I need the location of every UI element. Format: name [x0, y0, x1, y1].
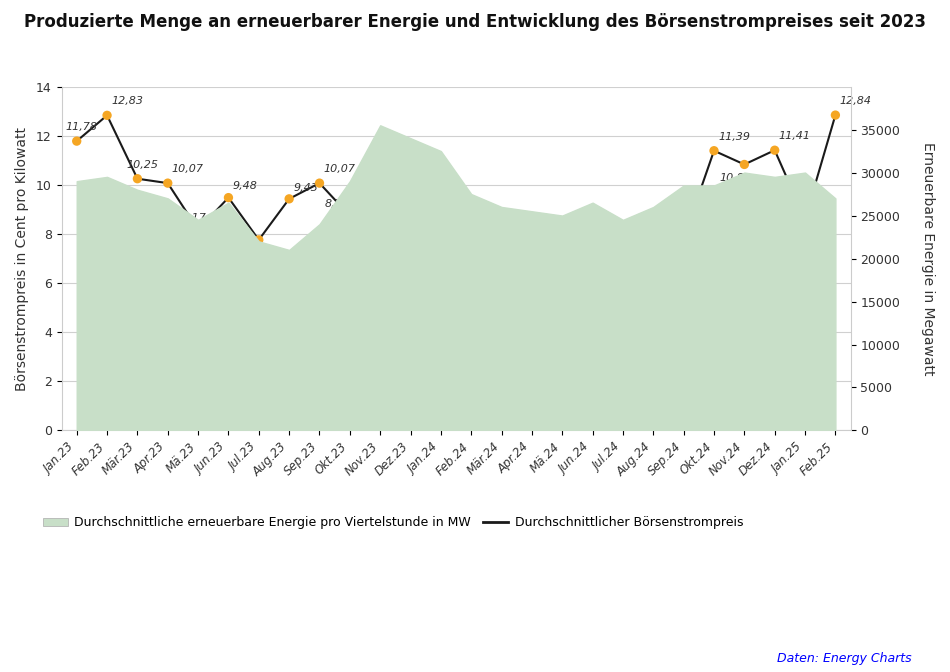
Text: Produzierte Menge an erneuerbarer Energie und Entwicklung des Börsenstrompreises: Produzierte Menge an erneuerbarer Energi… — [24, 13, 926, 32]
Point — [251, 235, 266, 245]
Text: 10,83: 10,83 — [719, 173, 751, 183]
Point — [433, 237, 448, 248]
Point — [191, 224, 206, 235]
Point — [646, 224, 661, 235]
Point — [100, 110, 115, 121]
Legend: Durchschnittliche erneuerbare Energie pro Viertelstunde in MW, Durchschnittliche: Durchschnittliche erneuerbare Energie pr… — [38, 511, 748, 534]
Point — [767, 145, 782, 156]
Point — [797, 214, 812, 224]
Text: 10,25: 10,25 — [126, 159, 159, 169]
Y-axis label: Börsenstrompreis in Cent pro Kilowatt: Börsenstrompreis in Cent pro Kilowatt — [15, 126, 29, 390]
Text: 6,47: 6,47 — [505, 253, 531, 263]
Text: 6,24: 6,24 — [536, 289, 560, 298]
Text: 6,13: 6,13 — [446, 288, 471, 298]
Text: Daten: Energy Charts: Daten: Energy Charts — [777, 653, 912, 665]
Point — [585, 246, 600, 257]
Text: 10,07: 10,07 — [172, 164, 204, 174]
Text: 8,61: 8,61 — [780, 228, 805, 238]
Y-axis label: Erneuerbare Energie in Megawatt: Erneuerbare Energie in Megawatt — [921, 142, 935, 375]
Point — [524, 272, 540, 283]
Text: 10,07: 10,07 — [324, 164, 355, 174]
Text: 6,85: 6,85 — [386, 271, 410, 281]
Text: 9,48: 9,48 — [233, 181, 257, 192]
Text: 7,83: 7,83 — [656, 247, 681, 257]
Point — [281, 194, 296, 204]
Point — [827, 110, 843, 120]
Point — [372, 202, 388, 212]
Point — [403, 257, 418, 267]
Text: 9,11: 9,11 — [385, 187, 409, 198]
Point — [130, 173, 145, 184]
Point — [616, 259, 631, 269]
Text: 12,84: 12,84 — [840, 96, 871, 106]
Point — [161, 178, 176, 189]
Text: 8,2: 8,2 — [657, 210, 675, 220]
Text: 7,66: 7,66 — [445, 223, 470, 233]
Point — [676, 233, 692, 243]
Text: 11,39: 11,39 — [718, 132, 751, 142]
Point — [464, 275, 479, 286]
Point — [220, 192, 236, 203]
Text: 6,72: 6,72 — [535, 277, 560, 287]
Point — [494, 266, 509, 277]
Text: 7,76: 7,76 — [234, 251, 258, 261]
Point — [707, 145, 722, 156]
Text: 8,17: 8,17 — [181, 214, 206, 224]
Point — [342, 210, 357, 221]
Point — [312, 178, 327, 189]
Text: 12,83: 12,83 — [111, 96, 143, 106]
Point — [737, 159, 752, 170]
Point — [555, 260, 570, 271]
Text: 9,43: 9,43 — [294, 183, 318, 192]
Text: 7,29: 7,29 — [597, 233, 621, 243]
Text: 11,41: 11,41 — [779, 131, 811, 141]
Text: 6,77: 6,77 — [593, 273, 618, 283]
Text: 11,78: 11,78 — [66, 122, 98, 132]
Point — [69, 136, 85, 146]
Text: 8,74: 8,74 — [325, 200, 350, 210]
